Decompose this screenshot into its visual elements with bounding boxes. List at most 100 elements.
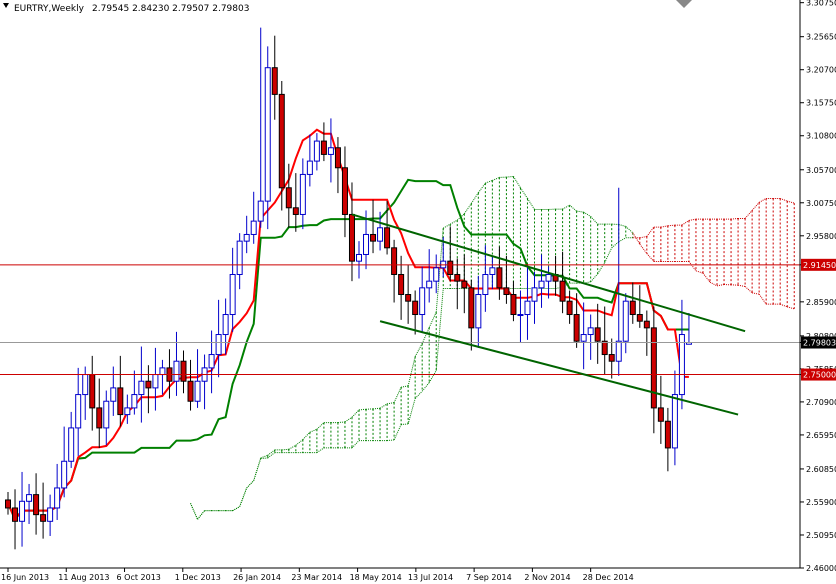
date-tick-label: 16 Jun 2013 (1, 573, 49, 582)
senkou-span-a-segment (618, 223, 626, 227)
bull-candle (82, 374, 89, 396)
chart-overlays (0, 213, 800, 416)
symbol-title: EURTRY,Weekly (14, 4, 85, 14)
bull-candle (47, 507, 54, 522)
senkou-span-b-segment (239, 487, 248, 507)
ohlc-values: 2.79545 2.84230 2.79507 2.79803 (92, 4, 249, 14)
bear-candle (391, 247, 398, 275)
bear-candle (461, 280, 468, 289)
bull-candle (61, 460, 68, 489)
bear-candle (510, 294, 517, 316)
date-tick-label: 2 Nov 2014 (524, 573, 570, 582)
bull-candle (215, 334, 222, 356)
senkou-span-a-segment (450, 219, 458, 225)
senkou-span-b-segment (414, 390, 423, 399)
bear-candle (608, 354, 615, 362)
senkou-span-a-segment (625, 226, 634, 234)
bull-candle (236, 240, 243, 275)
senkou-span-b-segment (267, 452, 276, 459)
senkou-span-b-segment (597, 262, 606, 275)
price-label: 2.75000 (803, 371, 836, 380)
bear-candle (405, 294, 412, 302)
date-tick-label: 11 Aug 2013 (58, 573, 109, 582)
bull-candle (538, 280, 545, 289)
price-tick-label: 3.10800 (806, 132, 836, 141)
bear-candle (447, 260, 454, 275)
bear-candle (341, 167, 348, 215)
bull-candle (194, 380, 201, 402)
senkou-span-a-segment (485, 179, 493, 184)
bull-candle (222, 314, 229, 336)
bull-candle (419, 287, 426, 316)
bull-candle (229, 273, 236, 316)
bull-candle (671, 394, 678, 449)
bull-candle (531, 287, 538, 302)
bear-candle (412, 300, 419, 316)
ichimoku-cloud (190, 175, 795, 520)
senkou-span-b-segment (604, 247, 613, 263)
bull-candle (475, 294, 482, 329)
senkou-span-b-segment (351, 440, 360, 449)
senkou-span-b-segment (780, 197, 788, 202)
senkou-span-a-segment (428, 311, 437, 328)
senkou-span-a-segment (632, 232, 641, 245)
bear-candle (278, 93, 285, 189)
bull-candle (363, 233, 370, 255)
indicator-lines (7, 128, 689, 522)
bull-candle (356, 253, 362, 262)
senkou-span-b-segment (393, 424, 402, 441)
senkou-span-a-segment (492, 176, 500, 181)
senkou-span-a-segment (309, 428, 318, 433)
senkou-span-a-segment (583, 211, 591, 217)
price-tick-label: 3.00750 (806, 199, 836, 208)
bull-candle (68, 427, 75, 462)
bull-candle (124, 407, 131, 416)
senkou-span-b-segment (681, 220, 690, 226)
price-tick-label: 3.20700 (806, 66, 836, 75)
senkou-span-a-segment (302, 431, 311, 440)
senkou-span-a-segment (442, 223, 451, 229)
bear-candle (320, 140, 327, 155)
bull-candle (313, 140, 320, 162)
senkou-span-a-segment (463, 203, 472, 215)
bear-candle (454, 273, 461, 282)
time-axis: 16 Jun 2013 11 Aug 2013 6 Oct 2013 1 Dec 20… (1, 568, 634, 582)
senkou-span-a-segment (393, 387, 402, 403)
senkou-span-a-segment (646, 253, 655, 262)
bull-candle (306, 160, 313, 175)
senkou-span-a-segment (267, 449, 276, 456)
senkou-span-b-segment (744, 210, 753, 219)
bear-candle (117, 387, 124, 416)
price-tick-label: 3.15750 (806, 99, 836, 108)
chart-type-icon (3, 3, 9, 8)
date-tick-label: 7 Sep 2014 (466, 573, 512, 582)
bear-candle (145, 380, 152, 389)
kijun-sen-line (7, 178, 689, 522)
senkou-span-a-segment (316, 422, 325, 430)
senkou-span-b-segment (190, 503, 198, 520)
bear-candle (180, 360, 187, 382)
bear-candle (187, 380, 194, 402)
bear-candle (503, 287, 510, 296)
scroll-indicator-icon[interactable] (676, 0, 692, 8)
candles (5, 27, 692, 550)
senkou-span-a-segment (295, 439, 304, 446)
price-tick-label: 2.50950 (806, 531, 836, 540)
senkou-span-a-segment (470, 192, 479, 204)
price-tick-label: 2.80800 (806, 332, 836, 341)
bear-candle (271, 67, 278, 95)
bull-candle (377, 227, 384, 242)
bull-candle (545, 273, 552, 282)
bull-candle (243, 233, 250, 242)
bull-candle (587, 327, 594, 336)
bull-candle (482, 273, 489, 296)
bull-candle (19, 500, 26, 522)
bull-candle (615, 340, 622, 362)
bull-candle (54, 487, 61, 509)
bear-candle (594, 327, 601, 342)
price-tick-label: 2.65950 (806, 431, 836, 440)
senkou-span-b-segment (590, 273, 599, 283)
bear-candle (5, 499, 11, 509)
bear-candle (559, 280, 566, 302)
